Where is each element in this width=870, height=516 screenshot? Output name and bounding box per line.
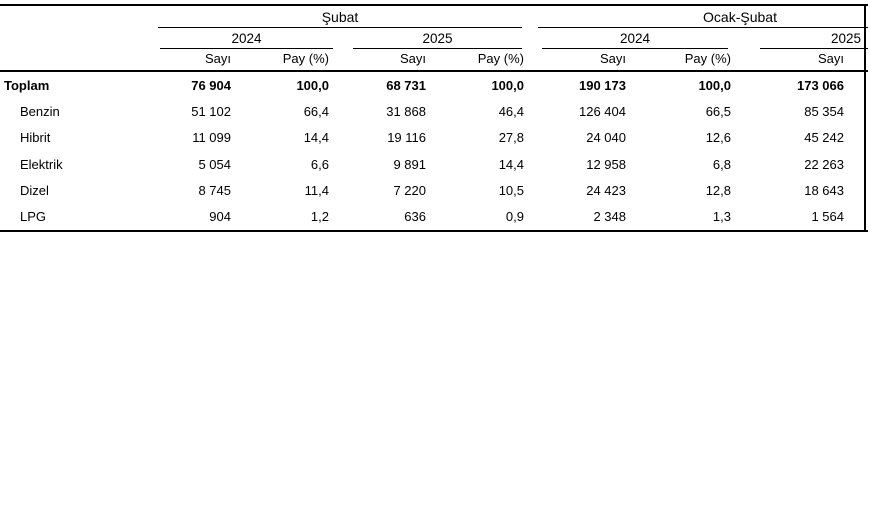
year-header-subat-2024: 2024	[231, 31, 262, 46]
cell-value: 24 040	[586, 130, 626, 146]
table-row-elektrik: Elektrik 5 054 6,6 9 891 14,4 12 958 6,8…	[0, 151, 845, 177]
cell-value: 12,8	[705, 182, 731, 198]
cell-value: 85 354	[804, 103, 844, 119]
ocak-2024-underline	[542, 48, 728, 49]
cell-value: 24 423	[586, 182, 626, 198]
cell-value: 100,0	[296, 77, 329, 93]
cell-value: 12 958	[586, 156, 626, 172]
table-bottom-border	[0, 230, 868, 232]
ocak-2025-underline	[760, 48, 868, 49]
cell-value: 2 348	[593, 209, 626, 225]
cell-value: 22 263	[804, 156, 844, 172]
col-header-pay-ocak-2024: Pay (%)	[684, 51, 731, 66]
table-body: Toplam 76 904 100,0 68 731 100,0 190 173…	[0, 72, 845, 230]
cell-value: 76 904	[191, 77, 231, 93]
col-group-ocak-subat: Ocak-Şubat	[703, 9, 777, 25]
subat-2025-underline	[353, 48, 522, 49]
cell-value: 1,3	[712, 209, 731, 225]
cell-value: 10,5	[498, 182, 524, 198]
cell-value: 46,4	[498, 103, 524, 119]
row-label: Dizel	[20, 182, 49, 198]
col-header-sayi-subat-2025: Sayı	[399, 51, 426, 66]
table-top-border	[0, 4, 868, 6]
table-row-lpg: LPG 904 1,2 636 0,9 2 348 1,3 1 564	[0, 204, 845, 230]
row-label: Benzin	[20, 103, 60, 119]
row-label: Elektrik	[20, 156, 63, 172]
year-header-ocak-2025: 2025	[830, 31, 861, 46]
col-header-pay-subat-2024: Pay (%)	[282, 51, 329, 66]
cell-value: 173 066	[797, 77, 844, 93]
cell-value: 5 054	[198, 156, 231, 172]
table-row-toplam: Toplam 76 904 100,0 68 731 100,0 190 173…	[0, 72, 845, 98]
cell-value: 66,4	[303, 103, 329, 119]
cell-value: 14,4	[498, 156, 524, 172]
cell-value: 1,2	[310, 209, 329, 225]
subat-2024-underline	[160, 48, 333, 49]
cell-value: 11 099	[192, 130, 231, 146]
cell-value: 12,6	[705, 130, 731, 146]
col-group-subat: Şubat	[321, 9, 359, 25]
table-right-edge-rule	[864, 4, 866, 232]
subat-group-underline	[158, 27, 522, 28]
year-header-ocak-2024: 2024	[619, 31, 651, 46]
row-label: Toplam	[4, 77, 50, 93]
cell-value: 27,8	[498, 130, 524, 146]
cell-value: 18 643	[804, 182, 844, 198]
row-label: Hibrit	[20, 130, 51, 146]
cell-value: 8 745	[198, 182, 231, 198]
table-row-hibrit: Hibrit 11 099 14,4 19 116 27,8 24 040 12…	[0, 125, 845, 151]
header-bottom-border	[0, 70, 868, 72]
cell-value: 190 173	[579, 77, 626, 93]
cell-value: 45 242	[804, 130, 844, 146]
cell-value: 0,9	[505, 209, 524, 225]
cell-value: 1 564	[811, 209, 844, 225]
cell-value: 68 731	[386, 77, 426, 93]
cell-value: 100,0	[698, 77, 731, 93]
cell-value: 6,6	[310, 156, 329, 172]
col-header-sayi-subat-2024: Sayı	[204, 51, 231, 66]
row-label: LPG	[20, 209, 47, 225]
cell-value: 51 102	[191, 103, 231, 119]
cell-value: 7 220	[393, 182, 426, 198]
cell-value: 14,4	[303, 130, 329, 146]
cell-value: 11,4	[304, 182, 329, 198]
cell-value: 126 404	[579, 103, 626, 119]
col-header-sayi-ocak-2024: Sayı	[599, 51, 626, 66]
table-row-benzin: Benzin 51 102 66,4 31 868 46,4 126 404 6…	[0, 98, 845, 124]
cell-value: 19 116	[387, 130, 426, 146]
year-header-subat-2025: 2025	[422, 31, 453, 46]
cell-value: 9 891	[393, 156, 426, 172]
cell-value: 66,5	[705, 103, 731, 119]
cell-value: 636	[404, 209, 426, 225]
column-header-row: Sayı Pay (%) Sayı Pay (%) Sayı Pay (%) S…	[0, 49, 845, 68]
table-row-dizel: Dizel 8 745 11,4 7 220 10,5 24 423 12,8 …	[0, 177, 845, 203]
col-header-pay-subat-2025: Pay (%)	[477, 51, 524, 66]
col-header-sayi-ocak-2025: Sayı	[817, 51, 844, 66]
cell-value: 6,8	[712, 156, 731, 172]
cell-value: 100,0	[491, 77, 524, 93]
cell-value: 31 868	[386, 103, 426, 119]
cell-value: 904	[209, 209, 231, 225]
ocak-subat-group-underline	[538, 27, 868, 28]
